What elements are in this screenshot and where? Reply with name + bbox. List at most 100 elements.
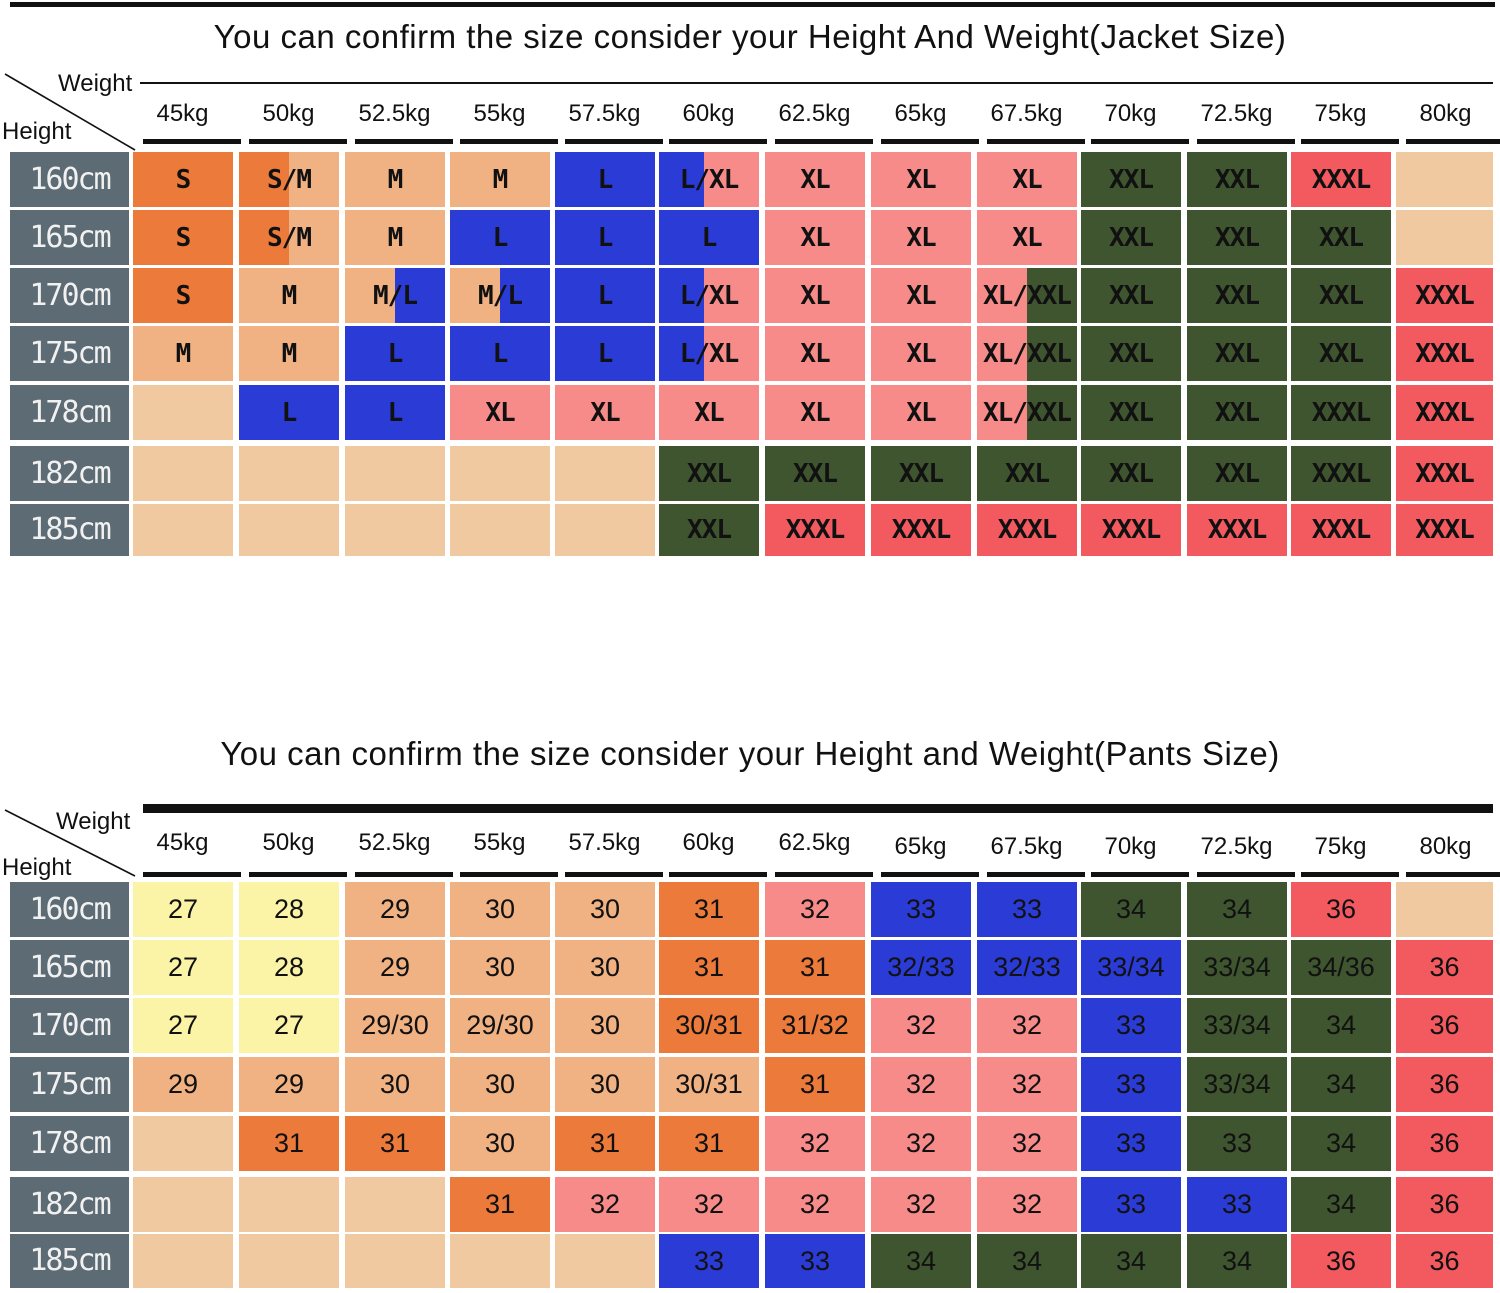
jacket-size-cell: L xyxy=(450,326,550,381)
weight-bar-80kg xyxy=(1406,139,1500,144)
size-value: 29 xyxy=(167,1069,199,1099)
size-value: 31/32 xyxy=(781,1010,849,1040)
size-value: XL xyxy=(906,397,936,428)
size-value: XL xyxy=(800,397,830,428)
jacket-size-cell: XXXL xyxy=(1291,385,1391,440)
pants-size-cell: 31 xyxy=(659,940,759,995)
jacket-size-cell xyxy=(133,504,233,556)
pants-size-cell: 32 xyxy=(977,998,1077,1053)
size-value: 30 xyxy=(484,894,516,924)
pants-size-cell: 32 xyxy=(871,1177,971,1232)
jacket-size-cell: S/M xyxy=(239,210,339,265)
jacket-size-cell: L xyxy=(555,210,655,265)
size-value: 30 xyxy=(484,1069,516,1099)
pants-size-cell: 27 xyxy=(133,998,233,1053)
pants-size-cell: 33 xyxy=(1187,1116,1287,1171)
size-value: XL/XXL xyxy=(983,397,1072,428)
weight-bar-45kg xyxy=(143,139,241,144)
size-value: 34 xyxy=(1115,894,1147,924)
weight-label-80kg: 80kg xyxy=(1419,100,1472,127)
pants-size-cell: 30 xyxy=(450,1116,550,1171)
size-value: 34 xyxy=(1221,894,1253,924)
size-value: 28 xyxy=(273,894,305,924)
jacket-size-cell xyxy=(239,504,339,556)
size-value: 33 xyxy=(693,1245,725,1276)
pants-size-cell xyxy=(239,1234,339,1288)
jacket-size-cell: XL xyxy=(871,385,971,440)
weight-bar-52.5kg xyxy=(355,139,453,144)
weight-label-75kg: 75kg xyxy=(1314,100,1367,127)
jacket-size-cell xyxy=(555,446,655,501)
pants-size-cell: 33/34 xyxy=(1081,940,1181,995)
split-color-fill xyxy=(239,152,289,207)
jacket-size-cell: XXL xyxy=(1081,210,1181,265)
size-value: M xyxy=(387,164,404,195)
weight-bar-50kg xyxy=(249,139,347,144)
jacket-size-cell: XL xyxy=(871,210,971,265)
weight-bar-45kg xyxy=(143,872,241,877)
height-cell-178cm: 178cm xyxy=(10,385,129,440)
size-value: 30/31 xyxy=(675,1069,743,1099)
jacket-size-cell: XXL xyxy=(1187,210,1287,265)
height-cell-165cm: 165cm xyxy=(10,940,129,995)
pants-size-cell: 34 xyxy=(1187,1234,1287,1288)
pants-size-cell: 36 xyxy=(1396,1177,1493,1232)
pants-size-cell xyxy=(345,1234,445,1288)
corner-diagonal-line xyxy=(4,73,136,151)
jacket-size-cell: M xyxy=(239,326,339,381)
pants-size-cell: 34 xyxy=(1291,1177,1391,1232)
jacket-size-cell: XL xyxy=(555,385,655,440)
jacket-size-cell: M xyxy=(239,268,339,323)
size-value: 32 xyxy=(1011,1128,1043,1158)
size-value: XXXL xyxy=(997,515,1058,545)
size-value: 29 xyxy=(273,1069,305,1099)
jacket-size-cell: XXL xyxy=(1187,446,1287,501)
diagonal-stroke xyxy=(4,809,136,877)
size-value: XXL xyxy=(1215,458,1260,489)
weight-bar-55kg xyxy=(460,139,558,144)
size-value: M/L xyxy=(373,280,418,311)
size-value: 34 xyxy=(1325,1010,1357,1040)
pants-size-cell: 30 xyxy=(555,998,655,1053)
size-value: 36 xyxy=(1325,894,1357,924)
size-value: 29 xyxy=(379,952,411,982)
jacket-size-cell: XXXL xyxy=(1396,326,1493,381)
pants-size-cell xyxy=(450,1234,550,1288)
size-value: 33 xyxy=(1115,1189,1147,1219)
size-value: 31 xyxy=(799,952,831,982)
pants-size-cell: 36 xyxy=(1396,998,1493,1053)
size-value: 32 xyxy=(1011,1069,1043,1099)
size-value: 36 xyxy=(1325,1245,1357,1276)
size-value: 32 xyxy=(799,894,831,924)
jacket-size-cell: XL xyxy=(977,152,1077,207)
size-value: XL xyxy=(1012,222,1042,253)
size-value: S xyxy=(175,222,192,253)
jacket-size-cell: L xyxy=(345,385,445,440)
size-value: XXL xyxy=(899,458,944,489)
pants-size-cell: 32 xyxy=(977,1057,1077,1112)
split-color-fill xyxy=(1027,385,1077,440)
size-value: 30/31 xyxy=(675,1010,743,1040)
size-value: 33 xyxy=(1221,1128,1253,1158)
size-value: 27 xyxy=(167,894,199,924)
pants-size-cell: 34 xyxy=(1081,1234,1181,1288)
jacket-size-cell: XL xyxy=(871,152,971,207)
size-value: XL xyxy=(906,280,936,311)
size-value: XXL xyxy=(1215,280,1260,311)
size-value: S/M xyxy=(267,222,312,253)
jacket-size-cell: XXXL xyxy=(1291,504,1391,556)
pants-size-cell: 32 xyxy=(977,1177,1077,1232)
size-value: L/XL xyxy=(679,338,740,369)
jacket-size-cell: XXXL xyxy=(1081,504,1181,556)
pants-size-cell: 27 xyxy=(133,940,233,995)
jacket-size-cell: XXL xyxy=(977,446,1077,501)
weight-bar-62.5kg xyxy=(775,139,873,144)
size-value: S xyxy=(175,164,192,195)
jacket-size-cell: XL xyxy=(871,268,971,323)
pants-size-cell: 34 xyxy=(977,1234,1077,1288)
height-cell-175cm: 175cm xyxy=(10,1057,129,1112)
pants-size-cell xyxy=(555,1234,655,1288)
pants-size-cell: 31 xyxy=(555,1116,655,1171)
height-cell-170cm: 170cm xyxy=(10,998,129,1053)
split-color-fill xyxy=(1027,268,1077,323)
